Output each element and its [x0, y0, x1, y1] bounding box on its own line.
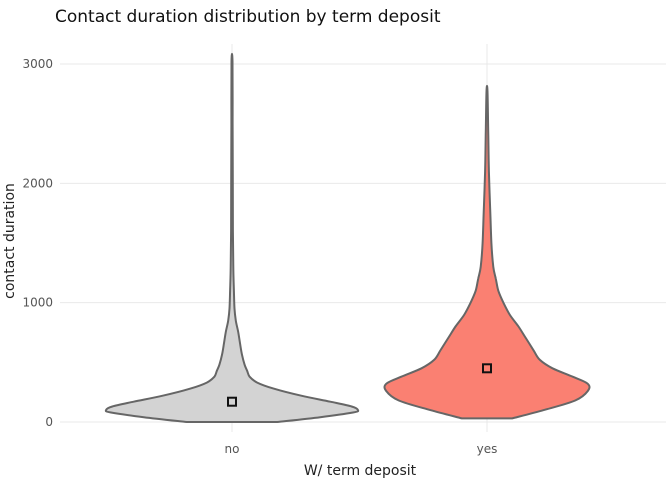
x-tick-labels: no yes [225, 442, 498, 456]
mean-markers [227, 363, 492, 407]
y-tick-label: 1000 [22, 296, 53, 310]
y-axis-title: contact duration [2, 183, 18, 299]
violin-yes[interactable] [383, 84, 591, 420]
y-tick-label: 2000 [22, 176, 53, 190]
x-tick-label: yes [477, 442, 498, 456]
x-tick-label: no [225, 442, 240, 456]
violin-layer [104, 52, 591, 423]
y-tick-label: 3000 [22, 57, 53, 71]
y-tick-labels: 0 1000 2000 3000 [22, 57, 53, 429]
x-axis-title: W/ term deposit [304, 463, 417, 479]
y-tick-label: 0 [45, 415, 53, 429]
mean-marker-yes[interactable] [482, 363, 492, 374]
violin-no[interactable] [104, 52, 360, 423]
mean-marker-no[interactable] [227, 396, 237, 407]
chart-title: Contact duration distribution by term de… [55, 7, 441, 27]
gridlines [60, 44, 666, 432]
